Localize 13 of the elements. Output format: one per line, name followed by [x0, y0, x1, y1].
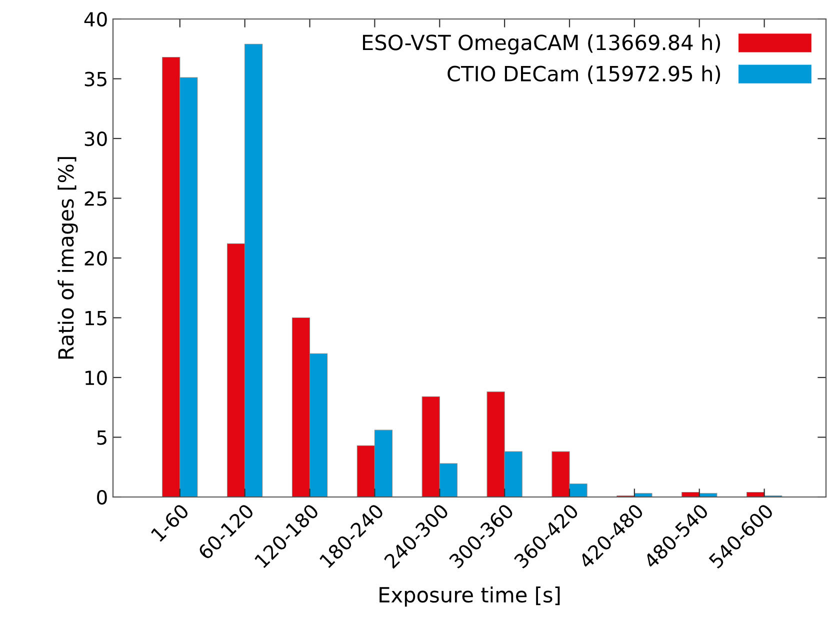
y-tick-label: 25 [84, 191, 106, 206]
y-tick-label: 5 [97, 430, 106, 445]
legend-label: CTIO DECam (15972.95 h) [448, 65, 720, 84]
y-tick-label: 35 [84, 72, 106, 86]
y-tick-label: 15 [86, 310, 106, 326]
y-tick-label: 10 [86, 370, 107, 386]
y-tick-label: 40 [84, 12, 107, 27]
y-tick-label: 30 [84, 131, 107, 146]
y-tick-label: 0 [97, 490, 107, 505]
legend-label: ESO-VST OmegaCAM (13669.84 h) [363, 34, 720, 54]
x-axis-title: Exposure time [s] [380, 586, 560, 607]
y-axis-title: Ratio of images [%] [58, 157, 78, 359]
y-tick-label: 20 [84, 250, 107, 266]
